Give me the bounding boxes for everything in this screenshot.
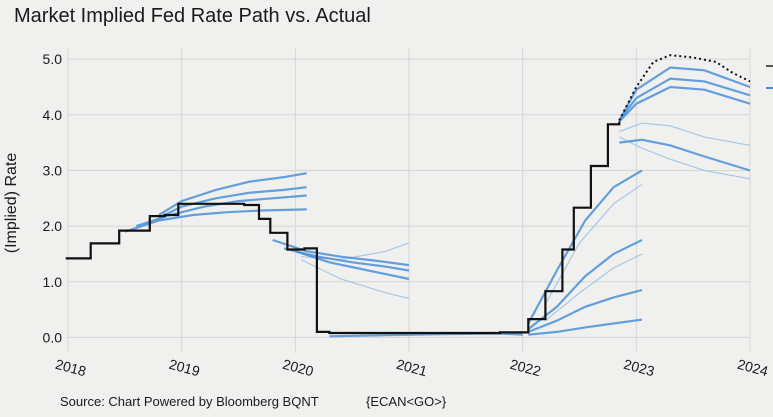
x-tick-label: 2018 (54, 356, 88, 380)
series-line-implied (618, 66, 751, 121)
y-tick-label: 3.0 (43, 162, 63, 178)
x-tick-label: 2023 (622, 356, 656, 380)
series-line-implied (283, 247, 410, 272)
series-line-implied (294, 250, 410, 281)
source-note: Source: Chart Powered by Bloomberg BQNT (60, 394, 319, 409)
series-line-implied (124, 208, 307, 233)
series-line-implied (272, 238, 410, 267)
series-line-faint (544, 183, 643, 305)
x-tick-label: 2019 (167, 356, 201, 380)
y-tick-label: 5.0 (43, 51, 63, 67)
series-layer (65, 54, 751, 338)
x-tick-label: 2021 (395, 356, 429, 380)
tick-layer: 0.0 1.0 2.0 3.0 4.0 5.0 2018 2019 2020 2021 2022 20… (43, 51, 771, 379)
series-line-implied (158, 172, 307, 216)
y-tick-label: 4.0 (43, 107, 63, 123)
series-line-faint (619, 136, 751, 180)
series-line-implied (619, 138, 751, 172)
grid-layer (67, 48, 751, 353)
series-line-implied (527, 169, 643, 325)
series-line-implied (528, 318, 643, 336)
series-line-faint (619, 122, 751, 146)
series-line-step (65, 121, 621, 335)
series-line-implied (527, 239, 643, 330)
x-tick-label: 2022 (508, 356, 542, 380)
series-line-implied (527, 289, 643, 333)
series-line-faint (300, 258, 410, 300)
series-line-faint (545, 253, 643, 322)
y-tick-label: 2.0 (43, 218, 63, 234)
series-line-implied (618, 77, 751, 122)
x-tick-label: 2024 (736, 356, 770, 380)
y-tick-label: 1.0 (43, 274, 63, 290)
chart-title: Market Implied Fed Rate Path vs. Actual (14, 5, 371, 27)
source-code: {ECAN<GO>} (366, 394, 447, 409)
y-tick-label: 0.0 (43, 329, 63, 345)
x-tick-label: 2020 (281, 356, 315, 380)
series-line-implied (618, 85, 751, 123)
y-axis-label: (Implied) Rate (3, 153, 20, 254)
